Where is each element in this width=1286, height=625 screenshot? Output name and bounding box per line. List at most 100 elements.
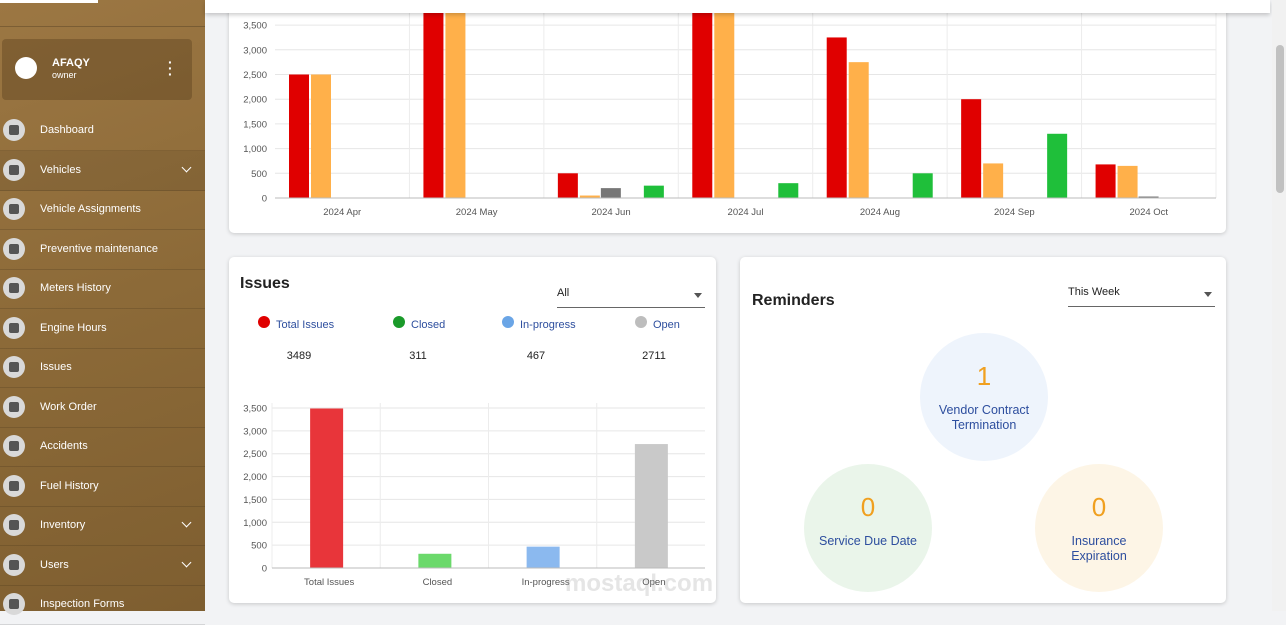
reminder[interactable]: 0 Insurance Expiration [1035,464,1163,592]
y-tick-label: 0 [262,194,267,205]
menu-item[interactable]: Fuel History [0,467,205,507]
issues-title: Issues [240,275,290,292]
x-tick-label: 2024 Aug [860,207,900,218]
bar [692,10,713,199]
x-tick-label: Open [642,577,665,588]
legend-value: 311 [409,350,427,362]
bar [983,163,1004,198]
bar [445,10,466,199]
issues-filter-value: All [557,287,570,299]
y-tick-label: 2,500 [243,70,267,81]
bar [826,37,847,199]
menu-item[interactable]: Vehicles [0,150,205,191]
bar [1138,196,1159,198]
menu-icon [3,435,25,457]
menu-icon [3,237,25,260]
menu-icon [3,553,25,576]
bar [310,408,344,568]
y-tick-label: 3,500 [243,21,267,32]
legend-label: Closed [411,319,445,331]
menu-item[interactable]: Inspection Forms [0,585,205,625]
sidebar-header [0,0,205,27]
top-bar [205,0,1270,13]
user-role: owner [52,70,77,80]
scrollbar[interactable] [1272,0,1286,611]
y-tick-label: 3,000 [243,426,267,437]
menu-item[interactable]: Dashboard [0,111,205,151]
bar [778,183,799,198]
y-tick-label: 3,000 [243,45,267,56]
charts: 0 500 1,000 1,500 2,000 2,500 3,000 3,500 2024 A… [243,0,1217,588]
y-tick-label: 2,000 [243,472,267,483]
menu-item[interactable]: Preventive maintenance [0,230,205,270]
legend-dot [258,316,270,328]
reminder[interactable]: 0 Service Due Date [804,464,932,592]
bar [579,195,600,198]
menu-label: Engine Hours [40,321,107,334]
bar [1117,165,1138,198]
kebab-menu[interactable]: · · · [168,54,173,82]
sidebar: AFAQY owner · · · Dashboard Vehicles Vehicle… [0,0,205,625]
bar [1047,133,1068,198]
menu-item[interactable]: Vehicle Assignments [0,190,205,230]
issues-filter[interactable]: All [557,287,705,308]
menu-icon [3,593,25,615]
menu-label: Accidents [40,440,88,452]
menu-item[interactable]: Accidents [0,427,205,467]
bar [634,444,668,568]
legend-dot [393,316,405,328]
legend-value: 2711 [642,350,666,362]
menu-label: Users [40,558,69,571]
menu-label: Inventory [40,519,86,531]
reminder[interactable]: 1 Vendor Contract Termination [920,333,1048,461]
menu-item[interactable]: Work Order [0,388,205,428]
bar [423,10,444,199]
menu-icon [3,277,25,299]
menu-item[interactable]: Meters History [0,269,205,309]
reminders-filter[interactable]: This Week [1068,286,1215,307]
bar [289,74,309,198]
bar [1095,164,1116,198]
reminder-count: 1 [976,361,992,391]
reminder-label: Service Due Date [819,534,917,548]
y-tick-label: 2,000 [243,95,267,106]
menu-label: Issues [40,361,72,373]
menu-label: Work Order [40,400,97,413]
menu-label: Vehicle Assignments [40,203,141,215]
menu-label: Vehicles [40,163,81,176]
reminder-count: 0 [1091,492,1107,522]
legend-label: Total Issues [276,319,335,331]
menu-item[interactable]: Engine Hours [0,309,205,349]
menu-icon [3,514,25,536]
menu-icon [3,395,25,418]
legend-dot [635,316,647,328]
reminders-filter-value: This Week [1068,286,1120,298]
y-tick-label: 1,500 [243,495,267,506]
logo [0,0,98,3]
x-tick-label: 2024 May [456,207,498,218]
legend-value: 3489 [287,350,311,362]
menu-label: Fuel History [40,479,99,492]
bar [848,62,869,199]
menu-label: Meters History [40,282,111,294]
y-tick-label: 0 [262,564,267,575]
menu-icon [3,316,25,339]
scrollbar-thumb[interactable] [1276,45,1284,193]
y-tick-label: 3,500 [243,404,267,415]
bar [526,546,560,568]
bar [418,553,452,568]
bar [912,173,933,198]
menu-icon [3,198,25,220]
menu-item[interactable]: Inventory [0,506,205,546]
bar [557,173,578,198]
y-tick-label: 1,000 [243,144,267,155]
menu-item[interactable]: Issues [0,348,205,388]
menu-icon [3,474,25,497]
profile-card[interactable]: AFAQY owner · · · [2,39,192,100]
menu-item[interactable]: Users [0,546,205,586]
bar [961,99,982,198]
avatar [15,57,37,79]
reminder-label: Insurance Expiration [1071,534,1127,563]
watermark: mostaql.com [565,570,714,597]
